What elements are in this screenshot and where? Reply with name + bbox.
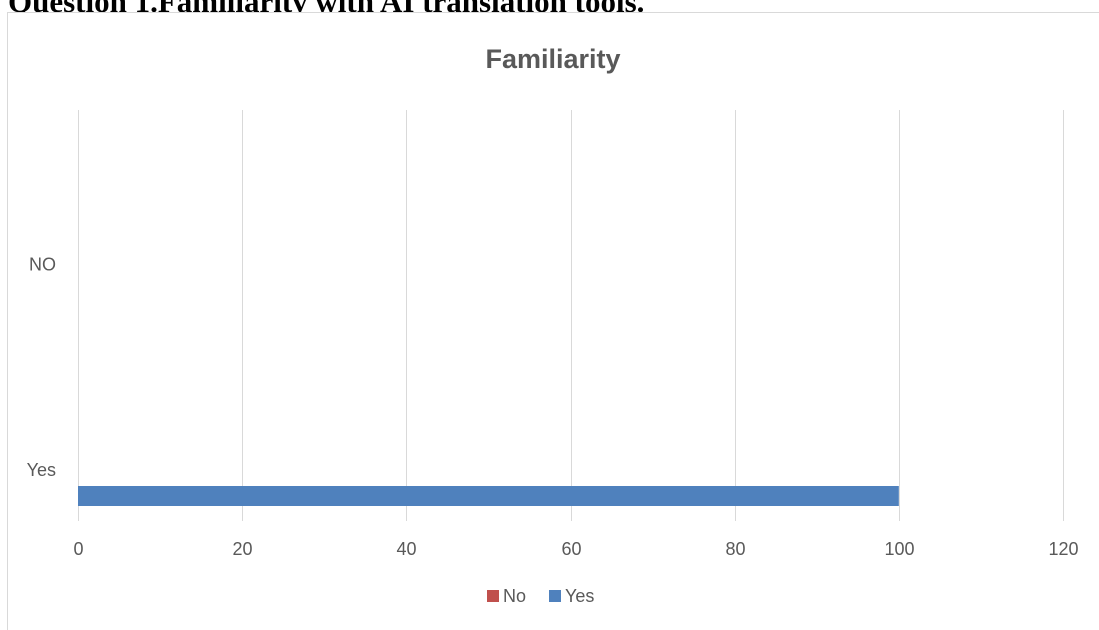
x-tick-label: 80 xyxy=(725,539,745,559)
legend-swatch-yes xyxy=(549,590,561,602)
legend-label-no: No xyxy=(503,586,526,606)
chart-title: Familiarity xyxy=(485,44,620,74)
y-axis: Yes NO xyxy=(27,255,56,481)
bars xyxy=(78,486,899,506)
legend: No Yes xyxy=(487,586,594,606)
gridlines xyxy=(78,110,1064,521)
x-tick-label: 60 xyxy=(561,539,581,559)
legend-label-yes: Yes xyxy=(565,586,594,606)
x-tick-label: 20 xyxy=(232,539,252,559)
x-tick-label: 0 xyxy=(73,539,83,559)
x-tick-label: 120 xyxy=(1048,539,1078,559)
x-axis: 0 20 40 60 80 100 120 xyxy=(73,539,1078,559)
y-category-label: Yes xyxy=(27,460,56,480)
chart-frame xyxy=(7,12,1099,630)
legend-swatch-no xyxy=(487,590,499,602)
bar-yes-yes xyxy=(78,486,899,506)
x-tick-label: 100 xyxy=(884,539,914,559)
x-tick-label: 40 xyxy=(396,539,416,559)
y-category-label: NO xyxy=(29,255,56,275)
